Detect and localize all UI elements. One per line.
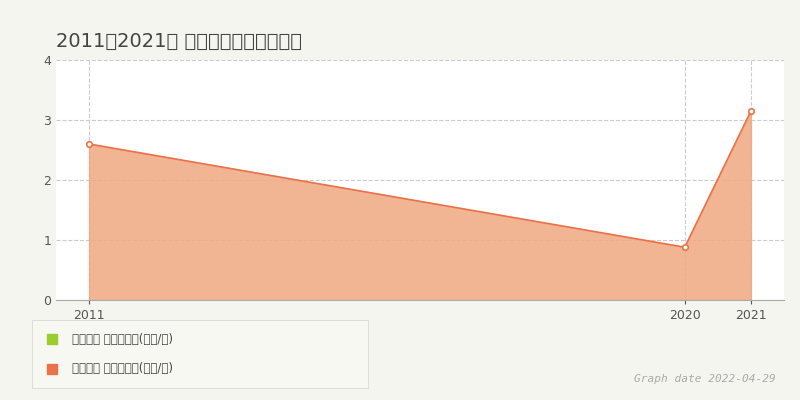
- Text: 2011～2021年 山梨市大工の地価渏移: 2011～2021年 山梨市大工の地価渏移: [56, 32, 302, 51]
- Text: 地価公示 平均坪単価(万円/坪): 地価公示 平均坪単価(万円/坪): [72, 332, 174, 346]
- Text: Graph date 2022-04-29: Graph date 2022-04-29: [634, 374, 776, 384]
- Text: 取引価格 平均坪単価(万円/坪): 取引価格 平均坪単価(万円/坪): [72, 362, 174, 376]
